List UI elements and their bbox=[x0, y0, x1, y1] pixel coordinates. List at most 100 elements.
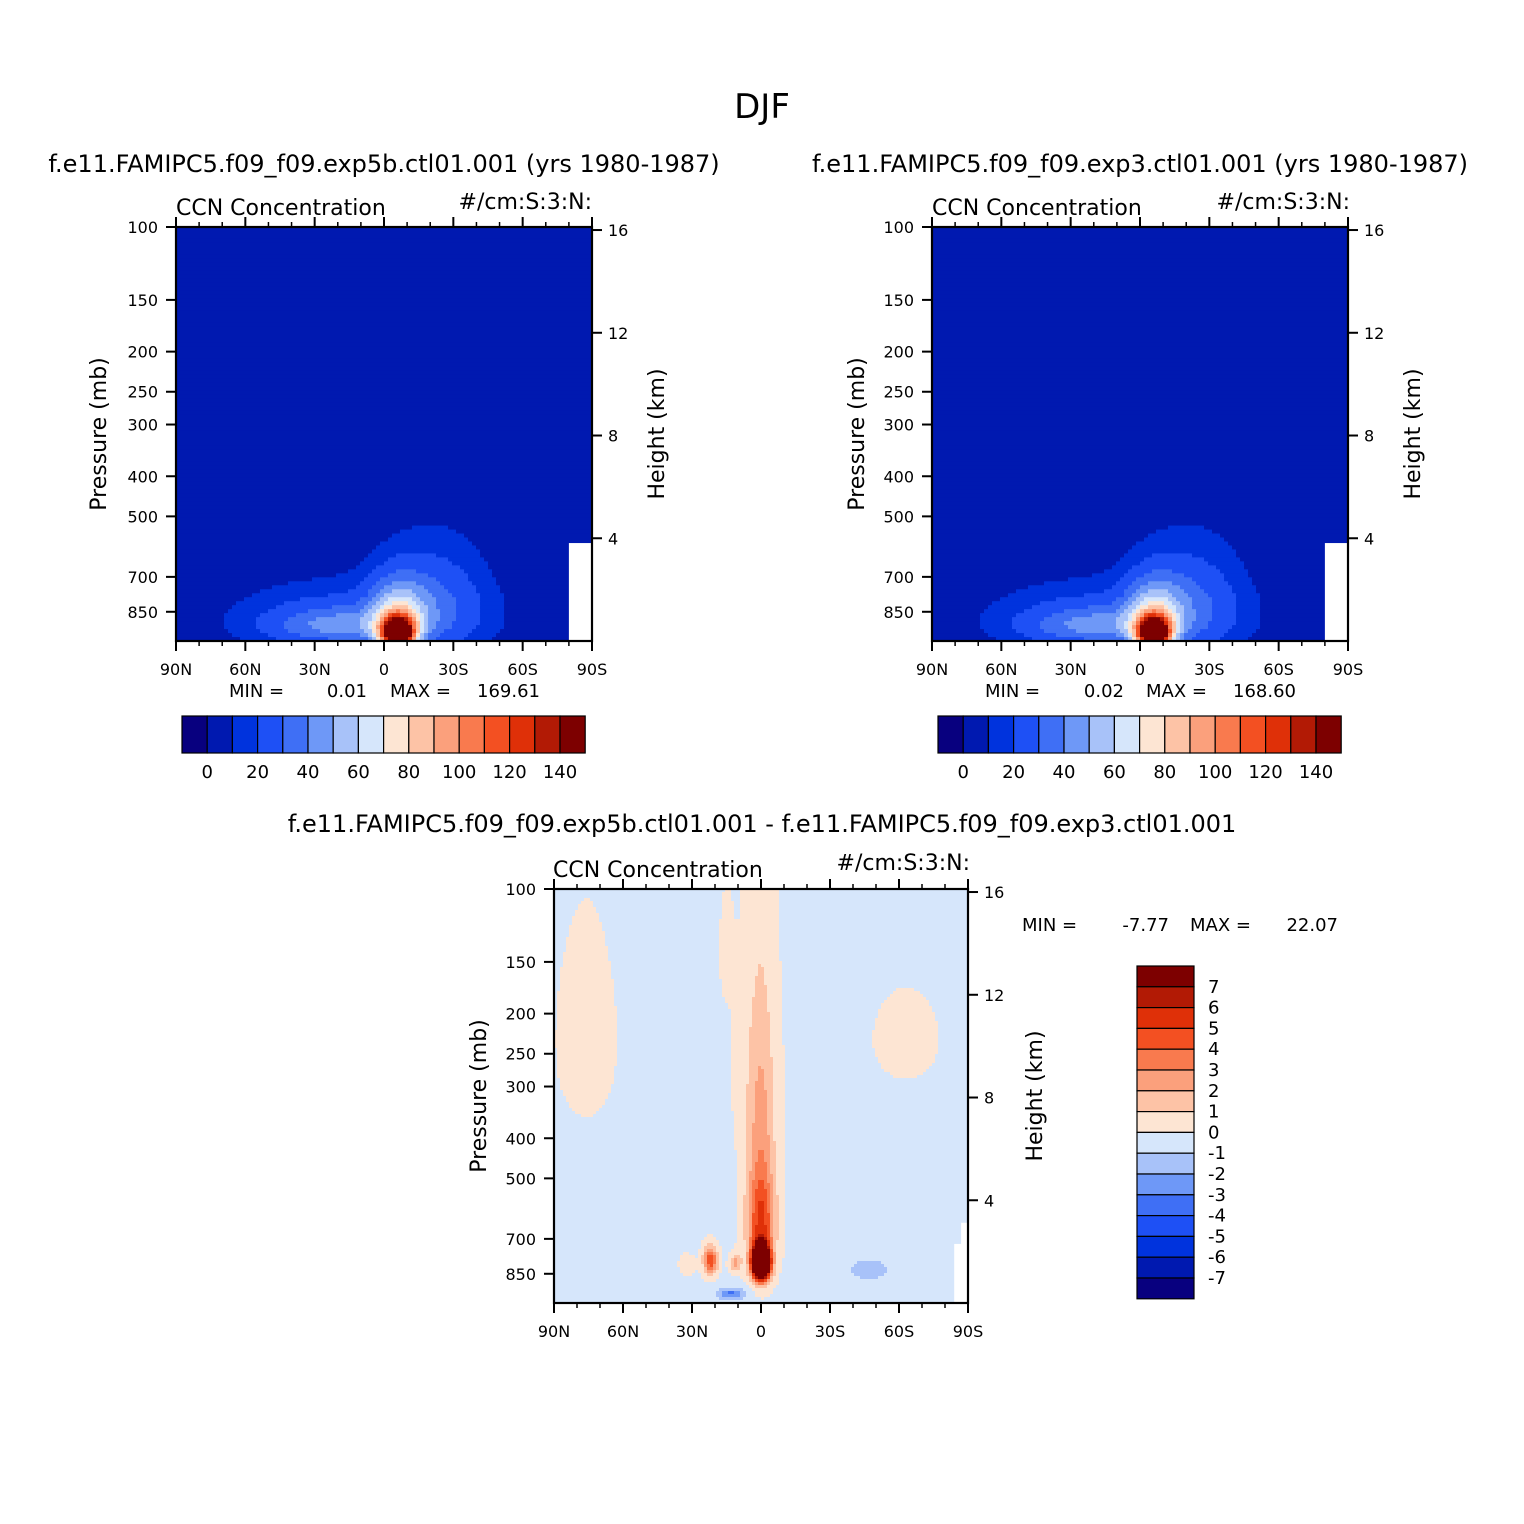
contour-cell bbox=[767, 1003, 783, 1007]
contour-cell bbox=[776, 1144, 786, 1148]
contour-cell bbox=[554, 1255, 681, 1259]
contour-cell bbox=[176, 422, 593, 427]
contour-cell bbox=[932, 553, 1125, 558]
contour-cell bbox=[785, 1090, 969, 1094]
colorbar-label: 2 bbox=[1208, 1081, 1219, 1102]
contour-cell bbox=[758, 1204, 765, 1208]
contour-cell bbox=[752, 1168, 756, 1172]
contour-cell bbox=[176, 449, 593, 455]
contour-cell bbox=[764, 1234, 768, 1238]
y-tick-label: 700 bbox=[505, 1230, 536, 1249]
contour-cell bbox=[707, 1234, 714, 1238]
contour-cell bbox=[932, 561, 1117, 566]
contour-cell bbox=[176, 310, 593, 316]
contour-cell bbox=[412, 605, 421, 610]
contour-cell bbox=[851, 1270, 888, 1274]
contour-cell bbox=[773, 1126, 786, 1130]
contour-cell bbox=[176, 242, 593, 248]
contour-cell bbox=[1164, 617, 1169, 622]
contour-cell bbox=[176, 402, 593, 407]
contour-cell bbox=[932, 437, 1349, 443]
contour-cell bbox=[554, 967, 561, 971]
contour-cell bbox=[452, 625, 477, 630]
contour-cell bbox=[408, 621, 413, 626]
contour-cell bbox=[773, 1195, 780, 1199]
contour-cell bbox=[701, 1246, 705, 1250]
contour-cell bbox=[566, 1096, 609, 1100]
contour-cell bbox=[554, 898, 585, 902]
contour-cell bbox=[554, 1021, 558, 1025]
contour-cell bbox=[737, 1198, 744, 1202]
contour-cell bbox=[440, 613, 457, 618]
contour-cell bbox=[719, 1243, 735, 1247]
contour-cell bbox=[504, 593, 593, 598]
contour-cell bbox=[752, 1141, 771, 1145]
contour-cell bbox=[932, 227, 1349, 232]
contour-cell bbox=[1140, 633, 1169, 638]
contour-cell bbox=[875, 1024, 939, 1028]
contour-cell bbox=[492, 569, 593, 574]
contour-cell bbox=[554, 1168, 738, 1172]
contour-cell bbox=[408, 605, 413, 610]
contour-cell bbox=[767, 1201, 771, 1205]
contour-cell bbox=[1228, 541, 1349, 547]
contour-cell bbox=[755, 1276, 759, 1280]
contour-cell bbox=[779, 928, 969, 932]
max-label: MAX = bbox=[1190, 915, 1251, 936]
contour-cell bbox=[728, 1258, 732, 1262]
colorbar-swatch bbox=[1136, 1110, 1195, 1133]
contour-cell bbox=[773, 1237, 780, 1241]
contour-cell bbox=[554, 1282, 747, 1286]
contour-cell bbox=[767, 1189, 771, 1193]
contour-cell bbox=[376, 581, 393, 586]
contour-cell bbox=[569, 925, 603, 929]
contour-cell bbox=[388, 609, 397, 614]
contour-cell bbox=[770, 1270, 774, 1274]
contour-cell bbox=[176, 366, 593, 371]
contour-cell bbox=[554, 1132, 735, 1136]
contour-cell bbox=[749, 1054, 771, 1058]
contour-cell bbox=[746, 1294, 756, 1298]
contour-cell bbox=[743, 1261, 747, 1265]
contour-cell bbox=[932, 573, 1093, 578]
contour-cell bbox=[719, 922, 780, 926]
contour-cell bbox=[785, 1066, 882, 1070]
contour-cell bbox=[1148, 617, 1161, 622]
contour-cell bbox=[176, 362, 593, 367]
contour-cell bbox=[746, 1099, 756, 1103]
contour-cell bbox=[176, 398, 593, 403]
contour-cell bbox=[701, 1258, 705, 1262]
contour-cell bbox=[554, 1135, 735, 1139]
contour-cell bbox=[743, 1207, 750, 1211]
contour-cell bbox=[1176, 625, 1181, 630]
contour-cell bbox=[176, 581, 289, 586]
contour-cell bbox=[752, 1138, 771, 1142]
contour-cell bbox=[932, 254, 1349, 260]
contour-cell bbox=[932, 505, 1349, 511]
contour-cell bbox=[704, 1255, 708, 1259]
contour-cell bbox=[554, 1201, 738, 1205]
contour-cell bbox=[719, 925, 780, 929]
contour-cell bbox=[752, 1258, 771, 1262]
contour-cell bbox=[420, 637, 425, 642]
contour-cell bbox=[782, 1264, 855, 1268]
contour-cell bbox=[932, 549, 1129, 555]
contour-cell bbox=[773, 1201, 780, 1205]
contour-cell bbox=[476, 545, 593, 551]
contour-cell bbox=[1128, 621, 1133, 626]
contour-cell bbox=[554, 1195, 738, 1199]
units-label: #/cm:S:3:N: bbox=[837, 851, 970, 876]
contour-cell bbox=[770, 1033, 783, 1037]
contour-cell bbox=[554, 1180, 738, 1184]
contour-cell bbox=[755, 1225, 768, 1229]
contour-cell bbox=[749, 1069, 759, 1073]
contour-cell bbox=[737, 1186, 747, 1190]
contour-cell bbox=[932, 318, 1349, 324]
contour-cell bbox=[932, 398, 1349, 403]
contour-cell bbox=[767, 1168, 771, 1172]
contour-cell bbox=[722, 916, 735, 920]
colorbar-label: -6 bbox=[1208, 1247, 1226, 1268]
contour-cell bbox=[779, 1231, 786, 1235]
contour-cell bbox=[755, 1237, 759, 1241]
contour-cell bbox=[608, 955, 720, 959]
